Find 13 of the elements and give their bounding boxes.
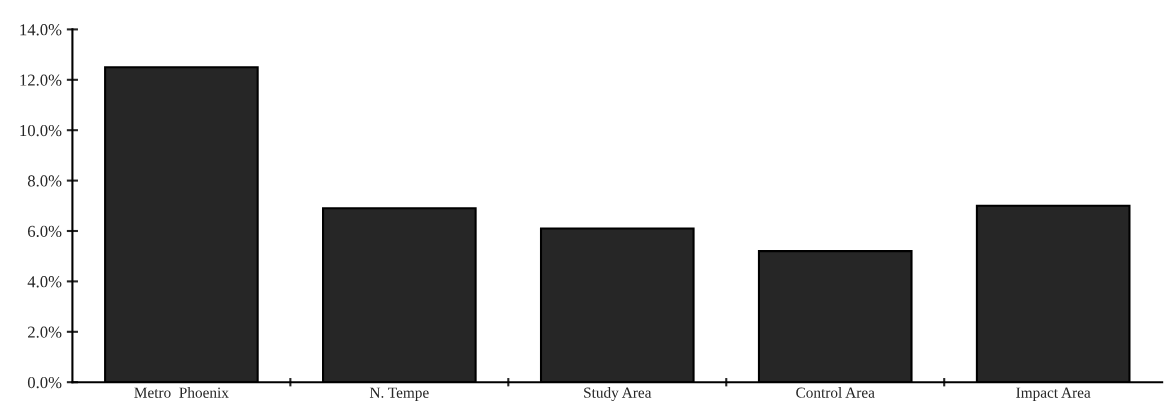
y-tick-label: 2.0% (28, 326, 62, 338)
y-tick-label: 14.0% (20, 24, 62, 36)
x-tick-label: Control Area (796, 387, 875, 398)
x-tick-label: N. Tempe (369, 387, 429, 401)
y-tick-label: 6.0% (28, 225, 62, 238)
x-tick-label: Impact Area (1016, 387, 1091, 401)
y-tick-label: 4.0% (27, 276, 62, 288)
y-tick-label: 8.0% (27, 175, 62, 187)
y-tick-label: 12.0% (20, 74, 62, 86)
y-tick-label: 0.0% (27, 376, 62, 389)
x-tick-label: Metro Phoenix (134, 387, 229, 398)
y-tick-label: 10.0% (20, 124, 62, 137)
x-tick-label: Study Area (584, 387, 652, 401)
